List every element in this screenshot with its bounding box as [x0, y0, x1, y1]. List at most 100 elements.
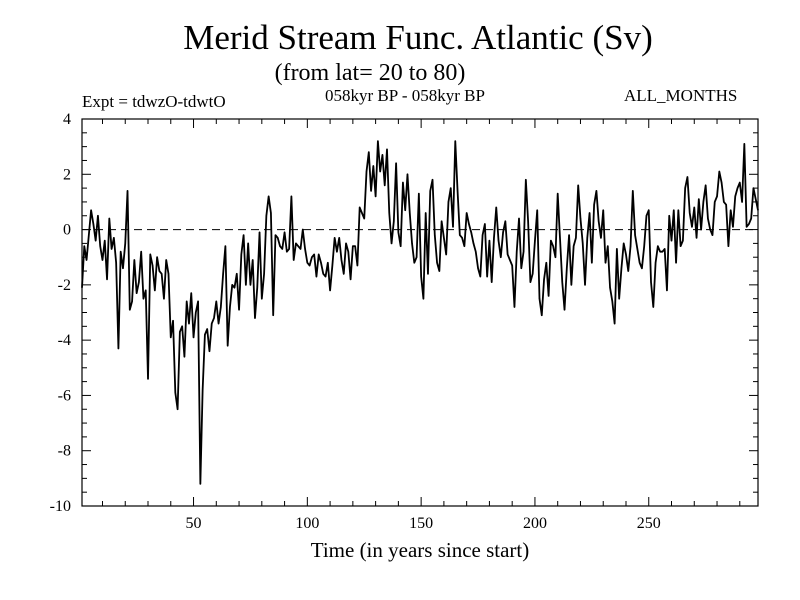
data-point — [573, 245, 575, 247]
data-point — [299, 248, 302, 250]
data-point — [682, 240, 684, 242]
data-point — [117, 347, 120, 350]
data-point — [504, 220, 506, 222]
x-tick-label: 150 — [409, 515, 433, 532]
data-point — [258, 231, 261, 233]
data-point — [343, 273, 345, 275]
data-point — [290, 195, 292, 197]
data-point — [229, 306, 231, 308]
data-point — [324, 275, 327, 278]
x-tick-label: 50 — [186, 515, 202, 532]
data-point — [536, 209, 538, 211]
data-point — [441, 220, 443, 222]
data-point — [372, 165, 374, 167]
data-point — [231, 284, 233, 286]
data-point — [213, 317, 215, 319]
data-point — [192, 336, 195, 338]
data-point — [709, 228, 711, 231]
data-point — [256, 287, 258, 289]
data-point — [336, 251, 338, 253]
data-point — [384, 184, 386, 186]
data-point — [108, 217, 110, 220]
data-point — [304, 248, 306, 250]
data-point — [750, 217, 752, 220]
data-point — [243, 234, 245, 236]
data-point — [379, 170, 381, 173]
data-point — [541, 314, 543, 316]
data-point — [684, 187, 686, 189]
data-point — [475, 251, 477, 253]
data-point — [609, 287, 611, 289]
data-point — [163, 298, 165, 300]
data-point — [639, 262, 641, 264]
data-point — [265, 215, 267, 217]
data-point — [147, 378, 149, 380]
data-point — [409, 212, 411, 214]
data-point — [331, 264, 333, 267]
period-label: 058kyr BP - 058kyr BP — [325, 86, 485, 105]
data-point — [208, 350, 211, 352]
data-point — [254, 317, 256, 319]
data-point — [716, 195, 718, 197]
plot-frame — [81, 118, 759, 507]
data-point — [707, 217, 709, 220]
data-point — [297, 245, 299, 247]
data-point — [657, 245, 659, 247]
data-point — [279, 245, 281, 247]
data-point — [434, 234, 436, 236]
data-point — [755, 198, 757, 200]
data-point — [472, 242, 475, 244]
data-point — [454, 140, 456, 142]
data-point — [443, 237, 445, 239]
experiment-label: Expt = tdwzO-tdwtO — [82, 92, 226, 111]
data-point — [88, 234, 90, 236]
data-point — [616, 248, 618, 250]
data-point — [215, 300, 217, 303]
data-point — [520, 267, 522, 269]
data-point — [575, 237, 577, 239]
data-point — [406, 173, 409, 175]
x-tick-label: 200 — [523, 515, 547, 532]
data-point — [222, 273, 224, 275]
data-point — [566, 267, 568, 269]
data-point — [395, 162, 397, 164]
data-point — [83, 245, 85, 247]
data-point — [151, 264, 154, 267]
data-point — [727, 245, 730, 247]
data-point — [445, 253, 447, 256]
data-point — [402, 181, 404, 184]
data-point — [197, 300, 199, 303]
data-point — [183, 356, 186, 358]
data-point — [588, 212, 591, 214]
data-point — [261, 298, 263, 300]
data-point — [204, 334, 206, 336]
data-point — [329, 289, 331, 291]
data-point — [327, 262, 329, 264]
data-point — [306, 262, 308, 264]
data-point — [120, 251, 122, 253]
data-point — [415, 256, 418, 258]
data-point — [277, 237, 279, 239]
data-point — [359, 206, 361, 209]
data-point — [170, 336, 172, 338]
data-point — [199, 483, 201, 485]
data-point — [641, 267, 643, 269]
data-point — [607, 245, 609, 247]
data-point — [741, 201, 743, 203]
data-point — [734, 195, 736, 197]
data-point — [286, 251, 288, 253]
data-point — [632, 190, 634, 192]
data-point — [611, 300, 613, 303]
data-point — [149, 253, 151, 256]
data-point — [425, 212, 427, 214]
data-point — [481, 234, 484, 236]
data-point — [422, 298, 425, 300]
data-point — [338, 237, 340, 239]
data-point — [491, 281, 493, 283]
data-point — [666, 289, 668, 291]
data-point — [177, 408, 179, 410]
data-point — [302, 228, 304, 231]
data-point — [174, 392, 176, 394]
data-point — [711, 234, 714, 236]
data-point — [375, 195, 377, 197]
